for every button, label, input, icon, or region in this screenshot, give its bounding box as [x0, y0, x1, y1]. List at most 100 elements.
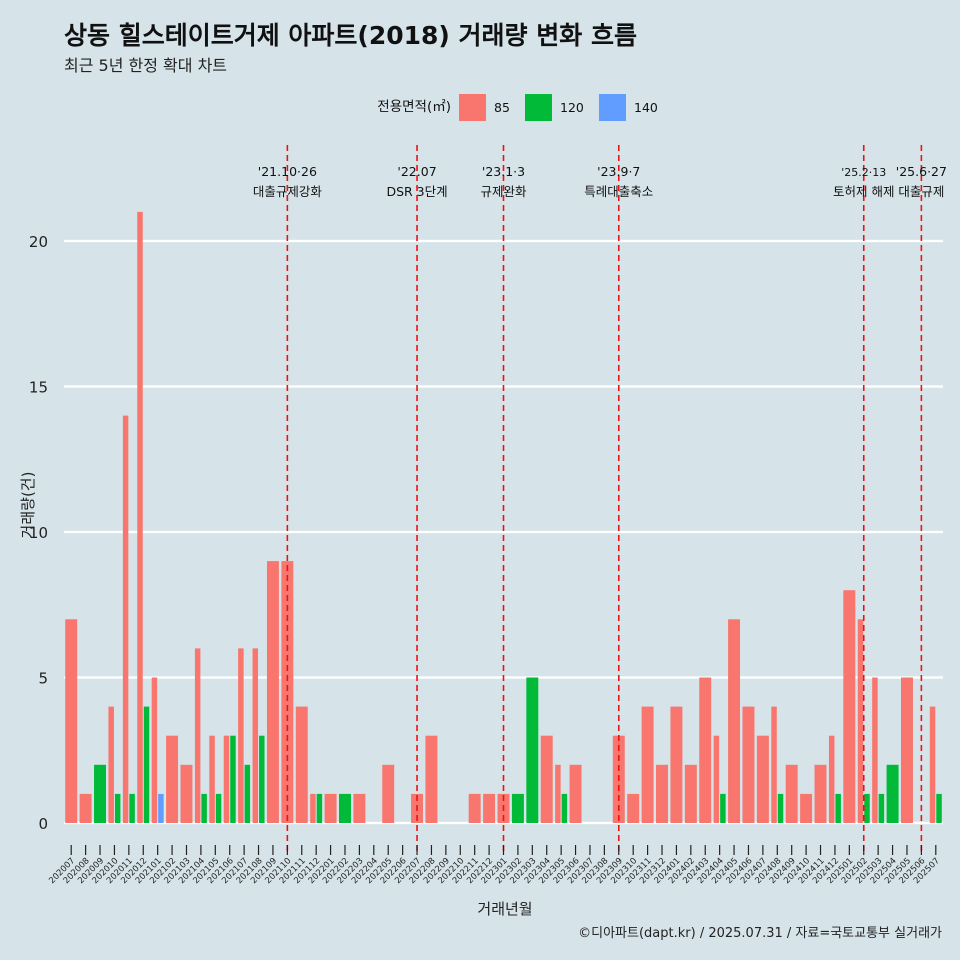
bar-202412-120	[835, 793, 841, 823]
bar-202201-85	[324, 793, 337, 823]
source-caption: ©디아파트(dapt.kr) / 2025.07.31 / 자료=국토교통부 실…	[578, 926, 942, 941]
bar-202310-85	[627, 793, 640, 823]
y-axis-label: 거래량(건)	[19, 472, 37, 539]
legend-label-140: 140	[634, 100, 658, 115]
bar-202103-85	[180, 764, 193, 823]
bar-202102-85	[166, 735, 179, 823]
bar-202211-85	[468, 793, 481, 823]
bar-202404-120	[720, 793, 726, 823]
bar-202011-120	[129, 793, 135, 823]
bar-202502-85	[857, 619, 864, 823]
bar-202406-85	[742, 706, 755, 823]
bar-202108-85	[252, 648, 259, 823]
bar-202104-120	[201, 793, 207, 823]
bar-202012-120	[143, 706, 150, 823]
bar-202011-85	[122, 415, 129, 823]
y-axis: 0 5 10 15 20	[29, 233, 48, 833]
bar-202303-120	[526, 677, 539, 823]
bar-202408-85	[771, 706, 777, 823]
y-tick-label: 0	[38, 815, 48, 833]
y-tick-label: 10	[29, 524, 48, 542]
chart-title: 상동 힐스테이트거제 아파트(2018) 거래량 변화 흐름	[64, 21, 637, 50]
y-tick-label: 5	[38, 670, 48, 688]
bar-202205-85	[382, 764, 395, 823]
bar-202305-120	[561, 793, 568, 823]
legend: 전용면적(㎡) 85 120 140	[377, 94, 658, 121]
bar-202401-85	[670, 706, 683, 823]
bar-202010-120	[114, 793, 121, 823]
event-date: '21.10·26	[258, 164, 317, 179]
legend-swatch-85	[459, 94, 486, 121]
event-label: 특례대출축소	[584, 184, 653, 199]
bar-202505-85	[900, 677, 913, 823]
event-date: '23.1·3	[482, 164, 525, 179]
event-date: '25.2·13	[841, 166, 886, 179]
bar-202112-120	[316, 793, 323, 823]
bar-202502-120	[864, 793, 870, 823]
bar-202405-85	[728, 619, 741, 823]
event-lines: '21.10·26 대출규제강화 '22.07 DSR 3단계 '23.1·3 규제완화 '…	[253, 145, 947, 855]
bar-202311-85	[641, 706, 654, 823]
bar-202101-140	[158, 793, 164, 823]
bar-202503-120	[878, 793, 885, 823]
bar-202106-120	[230, 735, 236, 823]
bar-202304-85	[540, 735, 553, 823]
bar-202503-85	[872, 677, 878, 823]
bar-202106-85	[223, 735, 230, 823]
bar-202109-85	[266, 561, 279, 823]
bar-202107-120	[244, 764, 251, 823]
bar-202108-120	[259, 735, 265, 823]
bar-202312-85	[656, 764, 668, 823]
legend-swatch-140	[599, 94, 626, 121]
bar-202203-85	[353, 793, 366, 823]
legend-title: 전용면적(㎡)	[377, 99, 451, 115]
legend-label-85: 85	[494, 100, 510, 115]
x-axis-label: 거래년월	[477, 900, 532, 918]
bar-202111-85	[295, 706, 308, 823]
event-date: '23.9·7	[597, 164, 640, 179]
event-label: 대출규제	[898, 184, 944, 199]
bar-202409-85	[785, 764, 798, 823]
event-label: DSR 3단계	[386, 184, 447, 199]
x-axis: 2020072020082020092020102020112020122021…	[47, 845, 942, 886]
bar-202008-85	[79, 793, 92, 823]
event-label: 규제완화	[480, 184, 527, 199]
bars	[65, 211, 942, 823]
bar-202407-85	[756, 735, 769, 823]
chart-subtitle: 최근 5년 한정 확대 차트	[64, 56, 228, 75]
event-date: '22.07	[397, 164, 436, 179]
bar-202507-85	[929, 706, 936, 823]
event-label: 대출규제강화	[253, 184, 323, 199]
legend-label-120: 120	[560, 100, 584, 115]
bar-202302-120	[511, 793, 524, 823]
bar-202010-85	[108, 706, 114, 823]
bar-202101-85	[151, 677, 158, 823]
bar-202105-85	[209, 735, 215, 823]
bar-202507-120	[936, 793, 942, 823]
bar-202305-85	[555, 764, 561, 823]
bar-202208-85	[425, 735, 438, 823]
bar-202404-85	[713, 735, 720, 823]
bar-202408-120	[777, 793, 784, 823]
bar-202410-85	[800, 793, 813, 823]
bar-202411-85	[814, 764, 827, 823]
bar-202009-120	[94, 764, 107, 823]
bar-202110-85	[281, 561, 294, 823]
y-tick-label: 20	[29, 233, 48, 251]
bar-202202-120	[339, 793, 351, 823]
bar-202402-85	[684, 764, 697, 823]
bar-202306-85	[569, 764, 582, 823]
bar-202501-85	[843, 590, 856, 823]
y-tick-label: 15	[29, 379, 48, 397]
event-label: 토허제 해제	[833, 184, 894, 199]
bar-202012-85	[137, 211, 143, 823]
bar-202105-120	[215, 793, 222, 823]
bar-202007-85	[65, 619, 78, 823]
event-date: '25.6·27	[896, 164, 947, 179]
bar-202212-85	[483, 793, 496, 823]
bar-202112-85	[310, 793, 316, 823]
legend-swatch-120	[525, 94, 552, 121]
bar-202412-85	[828, 735, 835, 823]
bar-202504-120	[886, 764, 899, 823]
